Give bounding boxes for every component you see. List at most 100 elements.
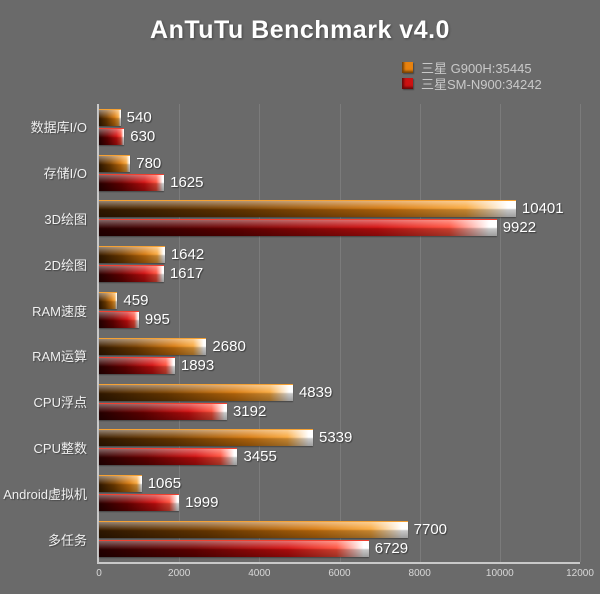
chart-row: 1642 1617 — [99, 241, 580, 287]
legend-label-g900h: 三星 G900H:35445 — [421, 60, 532, 76]
bar-value-label: 630 — [130, 127, 156, 145]
chart-row: 7700 6729 — [99, 516, 580, 562]
bar-line-smn900: 1999 — [99, 494, 580, 512]
category-label: 多任务 — [47, 532, 87, 548]
bar-value-label: 540 — [126, 108, 152, 126]
bar-line-smn900: 3455 — [99, 448, 580, 466]
bar-line-smn900: 630 — [99, 127, 580, 145]
bar-g900h — [99, 383, 293, 401]
x-axis-tick-label: 0 — [96, 568, 102, 579]
bar-value-label: 6729 — [374, 540, 409, 558]
bar-value-label: 1893 — [180, 356, 215, 374]
category-label: 存储I/O — [43, 166, 87, 182]
x-axis-tick-label: 4000 — [248, 568, 271, 579]
gridline — [259, 104, 261, 562]
bar-line-smn900: 1893 — [99, 356, 580, 374]
bar-value-label: 2680 — [212, 337, 246, 355]
chart-row: 2680 1893 — [99, 333, 580, 379]
bar-value-label: 1065 — [147, 475, 182, 493]
bar-line-g900h: 780 — [99, 154, 580, 172]
legend-item-g900h: 三星 G900H:35445 — [402, 59, 542, 76]
x-axis-tick-label: 8000 — [408, 568, 431, 579]
bar-g900h — [99, 292, 118, 310]
bar-line-smn900: 3192 — [99, 402, 580, 420]
bar-smn900 — [99, 311, 139, 329]
bar-value-label: 995 — [144, 311, 170, 329]
chart-row: 780 1625 — [99, 150, 580, 196]
bar-line-smn900: 995 — [99, 311, 580, 329]
bar-value-label: 1617 — [169, 265, 204, 283]
bar-line-g900h: 10401 — [99, 200, 580, 218]
bar-smn900 — [99, 540, 369, 558]
category-label: 3D绘图 — [44, 211, 87, 227]
chart-row: 10401 9922 — [99, 196, 580, 242]
chart-row: 540 630 — [99, 104, 580, 150]
x-axis-tick-label: 2000 — [168, 568, 191, 579]
gridline — [179, 104, 181, 562]
category-label: RAM速度 — [32, 303, 87, 319]
gridline — [419, 104, 421, 562]
bar-g900h — [99, 108, 121, 126]
category-label: CPU整数 — [33, 440, 87, 456]
bar-smn900 — [99, 494, 180, 512]
gridline — [499, 104, 501, 562]
category-label: Android虚拟机 — [3, 486, 87, 502]
bar-line-smn900: 1617 — [99, 265, 580, 283]
bar-line-g900h: 1642 — [99, 246, 580, 264]
chart-row: 4839 3192 — [99, 379, 580, 425]
plot-area: 540 630 780 1625 10401 9922 1642 1617 459 995 2680… — [97, 104, 581, 564]
bar-line-g900h: 540 — [99, 108, 580, 126]
legend-label-smn900: 三星SM-N900:34242 — [421, 76, 542, 92]
legend-swatch-red-icon — [402, 77, 413, 89]
bar-g900h — [99, 337, 207, 355]
chart-title: AnTuTu Benchmark v4.0 — [150, 16, 450, 44]
bar-line-g900h: 1065 — [99, 475, 580, 493]
category-label: 数据库I/O — [30, 120, 87, 136]
bar-smn900 — [99, 219, 497, 237]
bar-line-smn900: 6729 — [99, 540, 580, 558]
chart-row: 459 995 — [99, 287, 580, 333]
bar-value-label: 1999 — [185, 494, 219, 512]
gridline — [580, 104, 581, 562]
chart-row: 5339 3455 — [99, 425, 580, 471]
bar-value-label: 10401 — [521, 200, 564, 218]
bar-rows: 540 630 780 1625 10401 9922 1642 1617 459 995 2680… — [99, 104, 580, 562]
category-label: RAM运算 — [32, 349, 87, 365]
x-axis-tick-label: 10000 — [485, 568, 514, 579]
bar-value-label: 3455 — [243, 448, 277, 466]
bar-g900h — [99, 429, 313, 447]
bar-g900h — [99, 154, 131, 172]
bar-line-smn900: 1625 — [99, 173, 580, 191]
x-axis-tick-label: 12000 — [566, 568, 594, 579]
bar-value-label: 459 — [123, 292, 149, 310]
bar-smn900 — [99, 356, 175, 374]
category-label: 2D绘图 — [44, 257, 87, 273]
bar-smn900 — [99, 402, 227, 420]
x-axis-tick-labels: 0 2000 4000 6000 8000 10000 12000 — [96, 568, 594, 582]
bar-smn900 — [99, 173, 165, 191]
bar-line-g900h: 459 — [99, 292, 580, 310]
bar-line-smn900: 9922 — [99, 219, 580, 237]
bar-smn900 — [99, 127, 125, 145]
gridline — [339, 104, 341, 562]
bar-line-g900h: 5339 — [99, 429, 580, 447]
legend-swatch-orange-icon — [402, 61, 413, 73]
chart-row: 1065 1999 — [99, 470, 580, 516]
bar-line-g900h: 7700 — [99, 521, 580, 539]
bar-value-label: 1642 — [170, 246, 205, 264]
legend-item-smn900: 三星SM-N900:34242 — [402, 75, 542, 92]
bar-line-g900h: 4839 — [99, 383, 580, 401]
bar-g900h — [99, 200, 516, 218]
category-axis: 数据库I/O 存储I/O 3D绘图 2D绘图 RAM速度 RAM运算 CPU浮点 CPU整数 A… — [0, 104, 93, 562]
bar-value-label: 5339 — [319, 429, 353, 447]
bar-value-label: 3192 — [232, 402, 267, 420]
bar-value-label: 780 — [136, 154, 162, 172]
bar-value-label: 4839 — [298, 383, 333, 401]
x-axis-tick-label: 6000 — [328, 568, 351, 579]
bar-smn900 — [99, 265, 164, 283]
category-label: CPU浮点 — [33, 395, 87, 411]
bar-g900h — [99, 521, 408, 539]
bar-g900h — [99, 246, 165, 264]
bar-line-g900h: 2680 — [99, 337, 580, 355]
